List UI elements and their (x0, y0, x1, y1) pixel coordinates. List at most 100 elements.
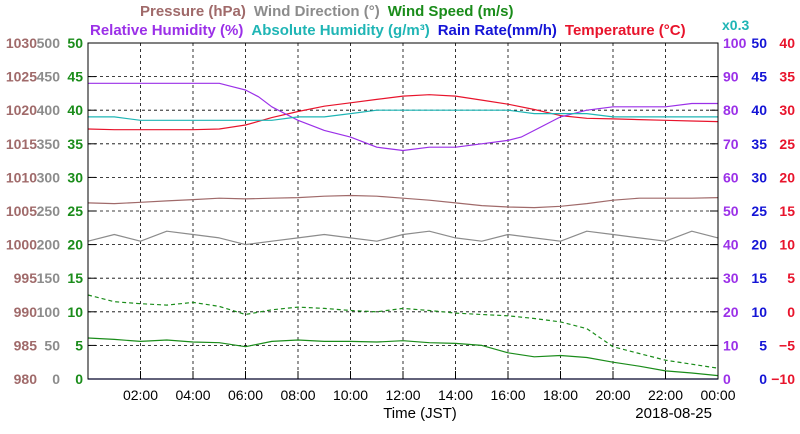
legend-wind-direction: Wind Direction (°) (254, 3, 380, 20)
temperature-tick: −10 (771, 371, 795, 387)
date-label: 2018-08-25 (635, 405, 712, 422)
legend-absolute-humidity-g-m: Absolute Humidity (g/m³) (251, 22, 429, 39)
pressure-tick: 1030 (6, 35, 37, 51)
pressure-tick: 995 (14, 270, 38, 286)
x-tick-label: 20:00 (595, 387, 630, 403)
series-wind-direction (87, 230, 719, 246)
pressure-tick: 1025 (6, 69, 37, 85)
temperature-tick: 25 (779, 136, 795, 152)
pressure-tick: 1015 (6, 136, 37, 152)
series-wind-speed-max (87, 294, 719, 369)
series-temperature (87, 94, 719, 131)
temperature-tick: 0 (787, 304, 795, 320)
wind-direction-tick: 450 (37, 69, 61, 85)
relative-humidity-tick: 0 (723, 371, 731, 387)
legend-wind-speed-m-s: Wind Speed (m/s) (388, 3, 514, 20)
legend-pressure-hpa: Pressure (hPa) (140, 3, 246, 20)
wind-speed-tick: 0 (75, 371, 83, 387)
wind-speed-tick: 25 (67, 203, 83, 219)
pressure-tick: 990 (14, 304, 38, 320)
temperature-tick: 40 (779, 35, 795, 51)
temperature-tick: 20 (779, 169, 795, 185)
x-tick-label: 18:00 (543, 387, 578, 403)
relative-humidity-tick: 70 (723, 136, 739, 152)
relative-humidity-tick: 80 (723, 102, 739, 118)
x-axis-title: Time (JST) (383, 405, 457, 422)
rain-rate-tick: 0 (759, 371, 767, 387)
temperature-tick: 10 (779, 237, 795, 253)
wind-speed-tick: 30 (67, 169, 83, 185)
rain-rate-tick: 15 (751, 270, 767, 286)
wind-direction-tick: 300 (37, 169, 61, 185)
temperature-tick: 30 (779, 102, 795, 118)
rain-rate-tick: 50 (751, 35, 767, 51)
series-pressure (87, 194, 719, 209)
rain-rate-tick: 10 (751, 304, 767, 320)
wind-direction-tick: 500 (37, 35, 61, 51)
series-relative-humidity (88, 82, 718, 152)
x-tick-label: 04:00 (175, 387, 210, 403)
rain-rate-tick: 30 (751, 169, 767, 185)
relative-humidity-tick: 10 (723, 337, 739, 353)
wind-speed-tick: 40 (67, 102, 83, 118)
rain-rate-tick: 5 (759, 337, 767, 353)
legend: Pressure (hPa) Wind Direction (°) Wind Spe… (90, 3, 686, 39)
absolute-humidity-scale-note: x0.3 (722, 17, 749, 33)
temperature-tick: −5 (779, 337, 795, 353)
relative-humidity-tick: 100 (723, 35, 747, 51)
pressure-tick: 1005 (6, 203, 37, 219)
x-tick-label: 10:00 (333, 387, 368, 403)
rain-rate-tick: 45 (751, 69, 767, 85)
x-tick-label: 00:00 (700, 387, 735, 403)
temperature-tick: 5 (787, 270, 795, 286)
x-axis: 02:00 04:00 06:00 08:00 10:00 12:00 14:00 16:00… (123, 371, 736, 403)
wind-speed-tick: 50 (67, 35, 83, 51)
wind-speed-tick: 10 (67, 304, 83, 320)
x-tick-label: 22:00 (648, 387, 683, 403)
wind-direction-tick: 400 (37, 102, 61, 118)
wind-speed-tick: 45 (67, 69, 83, 85)
relative-humidity-tick: 20 (723, 304, 739, 320)
wind-direction-tick: 250 (37, 203, 61, 219)
svg-text:Relative Humidity (%)Absolute: Relative Humidity (%) Absolute Humidity (… (90, 22, 686, 39)
wind-direction-tick: 350 (37, 136, 61, 152)
x-tick-label: 06:00 (228, 387, 263, 403)
svg-text:Pressure (hPa)Wind Direction (: Pressure (hPa) Wind Direction (°) Wind Spe… (140, 3, 513, 20)
temperature-tick: 35 (779, 69, 795, 85)
rain-rate-tick: 35 (751, 136, 767, 152)
wind-direction-tick: 200 (37, 237, 61, 253)
legend-rain-rate-mm-h: Rain Rate(mm/h) (438, 22, 557, 39)
x-tick-label: 08:00 (280, 387, 315, 403)
pressure-tick: 980 (14, 371, 38, 387)
temperature-tick: 15 (779, 203, 795, 219)
pressure-tick: 1000 (6, 237, 37, 253)
wind-speed-tick: 35 (67, 136, 83, 152)
gridlines (88, 43, 718, 379)
relative-humidity-tick: 90 (723, 69, 739, 85)
wind-speed-tick: 15 (67, 270, 83, 286)
pressure-tick: 985 (14, 337, 38, 353)
rain-rate-tick: 25 (751, 203, 767, 219)
wind-direction-tick: 50 (44, 337, 60, 353)
x-tick-label: 02:00 (123, 387, 158, 403)
wind-direction-tick: 150 (37, 270, 61, 286)
relative-humidity-tick: 50 (723, 203, 739, 219)
series-absolute-humidity (88, 109, 718, 121)
x-tick-label: 12:00 (385, 387, 420, 403)
relative-humidity-tick: 40 (723, 237, 739, 253)
x-tick-label: 16:00 (490, 387, 525, 403)
rain-rate-tick: 40 (751, 102, 767, 118)
rain-rate-tick: 20 (751, 237, 767, 253)
pressure-tick: 1010 (6, 169, 37, 185)
pressure-tick: 1020 (6, 102, 37, 118)
wind-speed-tick: 5 (75, 337, 83, 353)
x-tick-label: 14:00 (438, 387, 473, 403)
relative-humidity-tick: 60 (723, 169, 739, 185)
legend-temperature-c: Temperature (°C) (565, 22, 686, 39)
series-wind-speed (87, 337, 719, 377)
wind-direction-tick: 100 (37, 304, 61, 320)
wind-speed-tick: 20 (67, 237, 83, 253)
legend-relative-humidity: Relative Humidity (%) (90, 22, 243, 39)
wind-direction-tick: 0 (52, 371, 60, 387)
